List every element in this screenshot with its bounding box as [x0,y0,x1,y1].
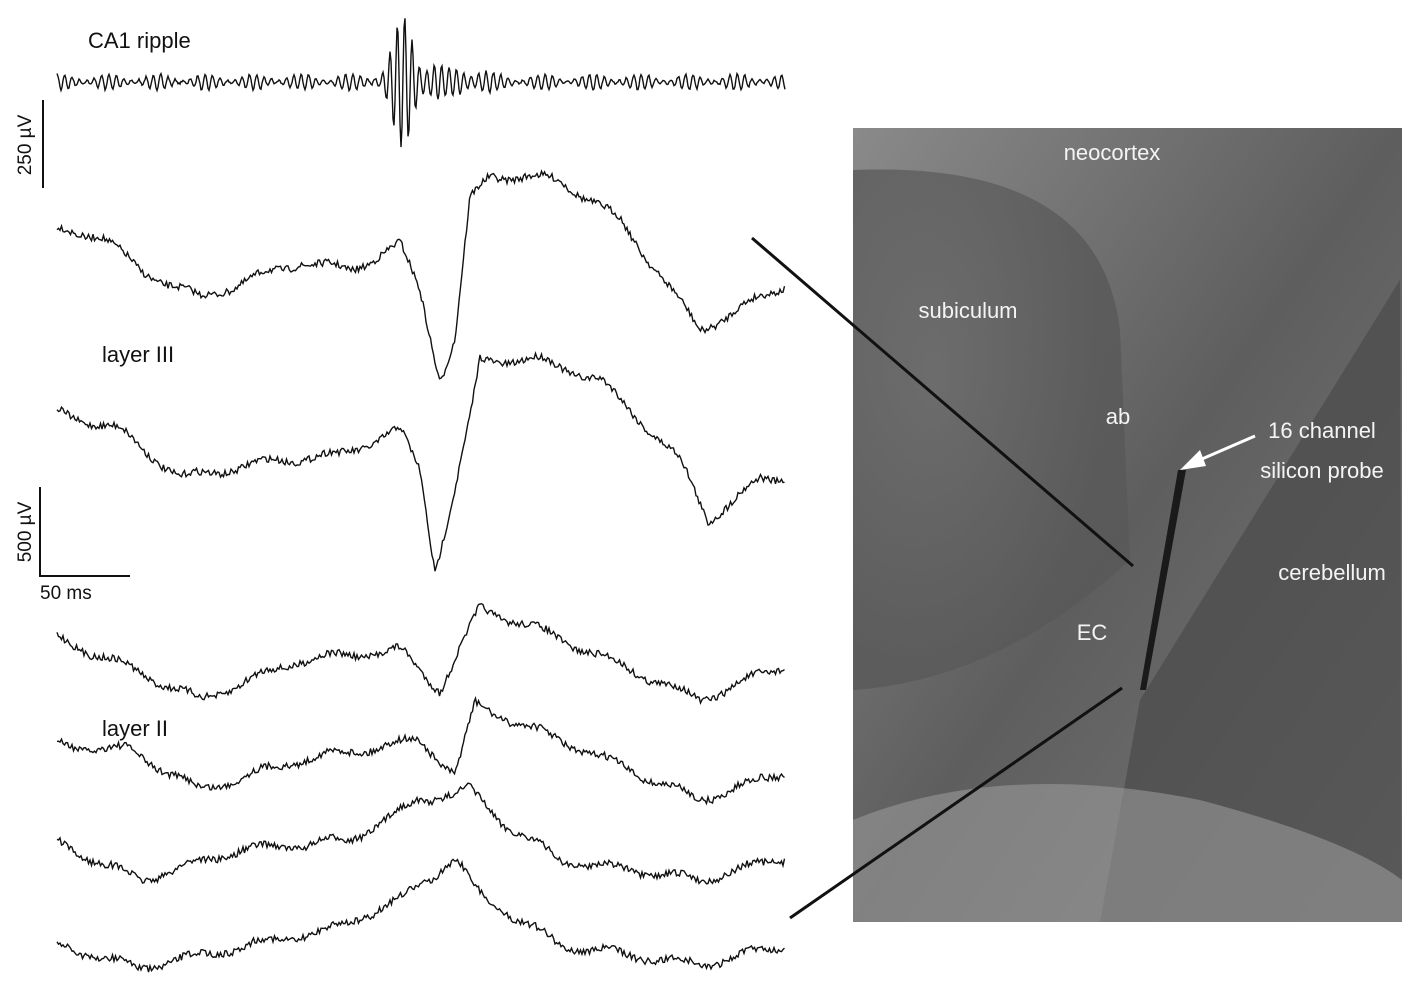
scale-bar [40,487,130,576]
lfp-trace [57,353,785,571]
label-probe: silicon probe [1260,458,1384,483]
scale-label: 250 µV [15,114,36,175]
photo: neocortex subiculum ab 16 channel silico… [853,128,1402,922]
figure: neocortex subiculum ab 16 channel silico… [0,0,1408,984]
scale-label: 50 ms [40,583,92,604]
label-neocortex: neocortex [1064,140,1161,165]
label-probe: 16 channel [1268,418,1376,443]
lfp-trace [57,859,785,972]
label-ec: EC [1077,620,1108,645]
lfp-trace [57,783,785,884]
label-ab: ab [1106,404,1130,429]
trace-label: CA1 ripple [88,28,191,53]
lfp-trace [57,698,785,803]
lfp-trace [57,604,785,703]
label-subiculum: subiculum [918,298,1017,323]
trace-label: layer II [102,716,168,741]
trace-label: layer III [102,342,174,367]
scale-label: 500 µV [15,501,36,562]
label-cerebellum: cerebellum [1278,560,1386,585]
traces [57,18,785,972]
